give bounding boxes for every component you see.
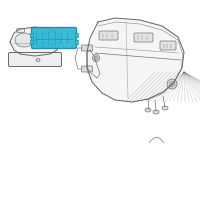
FancyBboxPatch shape	[30, 33, 33, 37]
FancyBboxPatch shape	[82, 66, 92, 72]
Ellipse shape	[87, 47, 89, 49]
Ellipse shape	[35, 33, 53, 47]
Ellipse shape	[94, 56, 98, 60]
Ellipse shape	[85, 45, 91, 51]
FancyBboxPatch shape	[99, 31, 118, 40]
FancyBboxPatch shape	[75, 40, 78, 44]
FancyBboxPatch shape	[30, 40, 33, 44]
Ellipse shape	[15, 33, 33, 47]
Ellipse shape	[87, 68, 89, 70]
FancyBboxPatch shape	[17, 29, 24, 32]
Ellipse shape	[85, 66, 91, 72]
Ellipse shape	[167, 79, 177, 89]
Ellipse shape	[36, 58, 40, 62]
FancyBboxPatch shape	[134, 33, 153, 42]
Ellipse shape	[145, 108, 151, 112]
FancyBboxPatch shape	[48, 29, 55, 32]
Ellipse shape	[162, 106, 168, 110]
Ellipse shape	[170, 82, 174, 86]
FancyBboxPatch shape	[160, 41, 176, 50]
FancyBboxPatch shape	[8, 52, 62, 66]
Ellipse shape	[153, 110, 159, 114]
FancyBboxPatch shape	[32, 27, 76, 48]
FancyBboxPatch shape	[75, 33, 78, 37]
Polygon shape	[87, 18, 184, 102]
Polygon shape	[10, 27, 60, 56]
Ellipse shape	[92, 54, 100, 62]
FancyBboxPatch shape	[82, 45, 92, 51]
